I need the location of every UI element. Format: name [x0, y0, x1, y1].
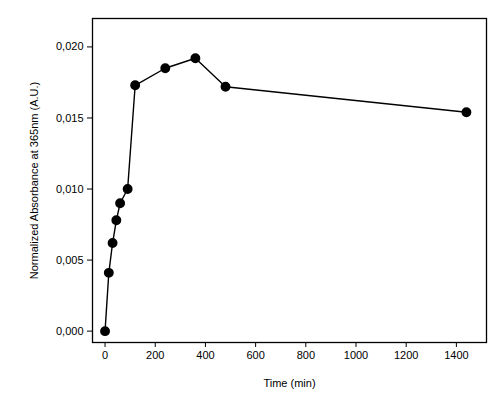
svg-text:200: 200: [146, 349, 164, 361]
svg-text:0,010: 0,010: [56, 183, 84, 195]
svg-text:0,000: 0,000: [56, 325, 84, 337]
svg-text:800: 800: [297, 349, 315, 361]
svg-text:400: 400: [196, 349, 214, 361]
svg-text:Normalized Absorbance at 365nm: Normalized Absorbance at 365nm (A.U.): [28, 82, 40, 279]
svg-text:Time (min): Time (min): [263, 377, 315, 389]
svg-text:0: 0: [102, 349, 108, 361]
svg-text:1400: 1400: [444, 349, 468, 361]
svg-text:1000: 1000: [344, 349, 368, 361]
svg-text:0,005: 0,005: [56, 254, 84, 266]
svg-text:1200: 1200: [394, 349, 418, 361]
svg-text:0,020: 0,020: [56, 40, 84, 52]
svg-text:0,015: 0,015: [56, 111, 84, 123]
svg-text:600: 600: [246, 349, 264, 361]
